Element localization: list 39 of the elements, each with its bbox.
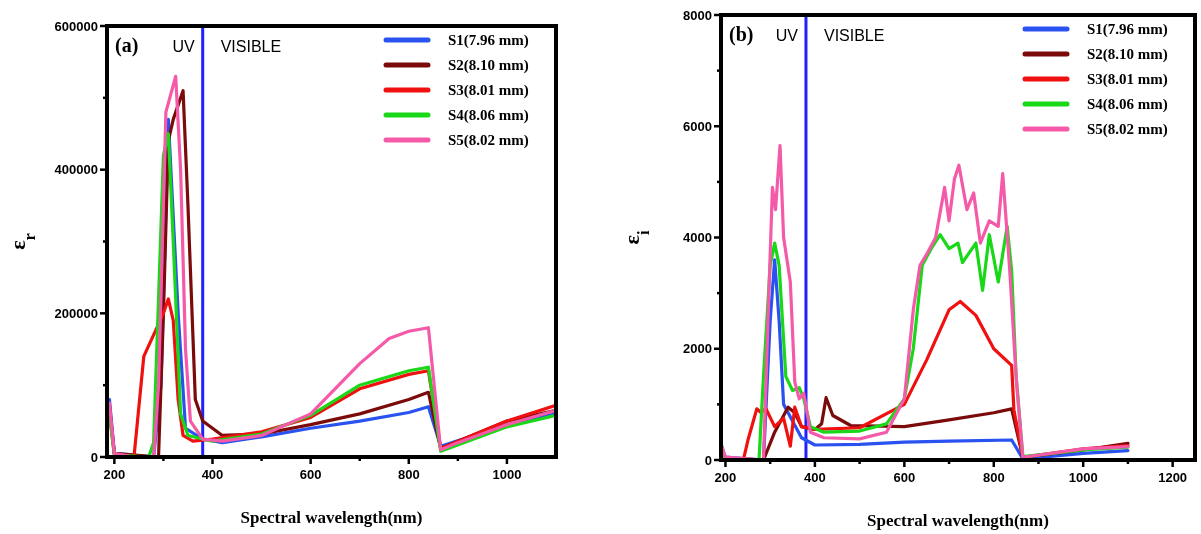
legend-label: S3(8.01 mm) xyxy=(1087,71,1168,89)
x-tick-label: 400 xyxy=(201,467,224,482)
legend-label: S4(8.06 mm) xyxy=(448,107,529,125)
x-tick-label: 600 xyxy=(299,467,322,482)
x-tick-label: 400 xyxy=(804,470,826,485)
annotation: (a) xyxy=(115,34,139,57)
x-tick-label: 600 xyxy=(893,470,916,485)
legend-label: S2(8.10 mm) xyxy=(1087,46,1168,64)
y-tick-label: 8000 xyxy=(683,7,712,23)
y-tick-label: 6000 xyxy=(683,118,712,134)
x-tick-label: 1200 xyxy=(1158,470,1188,485)
x-tick-label: 1000 xyxy=(492,467,522,482)
legend-label: S1(7.96 mm) xyxy=(1087,21,1168,39)
legend-label: S2(8.10 mm) xyxy=(448,57,529,75)
y-tick-label: 200000 xyxy=(54,305,98,321)
y-tick-label: 0 xyxy=(90,449,98,465)
legend-label: S1(7.96 mm) xyxy=(448,32,529,50)
annotation: VISIBLE xyxy=(220,38,282,55)
x-axis-title: Spectral wavelength(nm) xyxy=(240,508,423,527)
y-tick-label: 600000 xyxy=(54,18,98,34)
line-series xyxy=(721,144,1130,460)
annotation: UV xyxy=(775,27,799,44)
y-tick-label: 400000 xyxy=(54,162,98,178)
x-tick-label: 200 xyxy=(714,470,737,485)
annotation: VISIBLE xyxy=(823,27,885,44)
x-tick-label: 200 xyxy=(103,467,126,482)
y-tick-label: 2000 xyxy=(683,341,712,357)
legend-label: S5(8.02 mm) xyxy=(448,132,529,150)
legend-label: S4(8.06 mm) xyxy=(1087,96,1168,114)
x-tick-label: 800 xyxy=(397,467,420,482)
x-tick-label: 800 xyxy=(982,470,1005,485)
annotation: (b) xyxy=(729,23,754,46)
y-tick-label: 4000 xyxy=(683,230,712,246)
y-tick-label: 0 xyxy=(704,452,712,468)
x-tick-label: 1000 xyxy=(1068,470,1098,485)
annotation: UV xyxy=(172,38,196,55)
legend-label: S5(8.02 mm) xyxy=(1087,121,1168,139)
x-axis-title: Spectral wavelength(nm) xyxy=(867,511,1049,530)
legend-label: S3(8.01 mm) xyxy=(448,82,529,100)
